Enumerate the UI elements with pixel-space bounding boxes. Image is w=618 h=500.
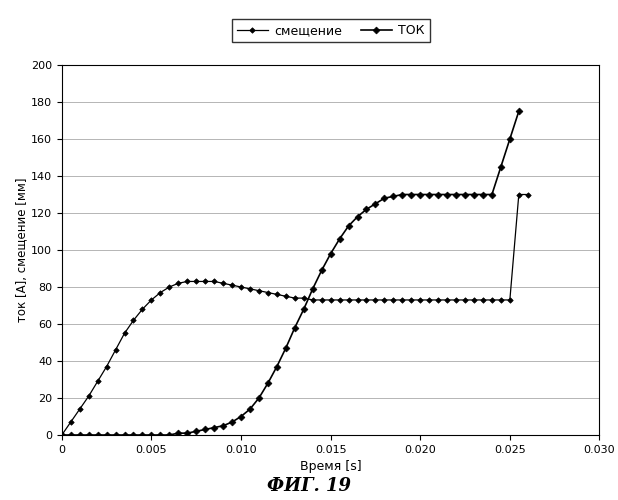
ТОК — [336, 236, 344, 242]
Line: смещение: смещение — [60, 192, 530, 437]
ТОК — [58, 432, 66, 438]
ТОК — [515, 108, 523, 114]
смещение — [417, 297, 424, 303]
ТОК — [94, 432, 101, 438]
смещение — [354, 297, 362, 303]
ТОК — [273, 364, 281, 370]
Legend: смещение, ТОК: смещение, ТОК — [232, 20, 430, 42]
смещение — [327, 297, 334, 303]
смещение — [470, 297, 478, 303]
смещение — [336, 297, 344, 303]
Y-axis label: ток [A], смещение [мм]: ток [A], смещение [мм] — [15, 178, 28, 322]
смещение — [58, 432, 66, 438]
X-axis label: Время [s]: Время [s] — [300, 460, 362, 473]
Text: ФИГ. 19: ФИГ. 19 — [267, 477, 351, 495]
Line: ТОК: ТОК — [59, 109, 521, 438]
смещение — [515, 192, 523, 198]
ТОК — [219, 423, 227, 429]
смещение — [184, 278, 191, 284]
ТОК — [354, 214, 362, 220]
ТОК — [480, 192, 487, 198]
смещение — [524, 192, 531, 198]
